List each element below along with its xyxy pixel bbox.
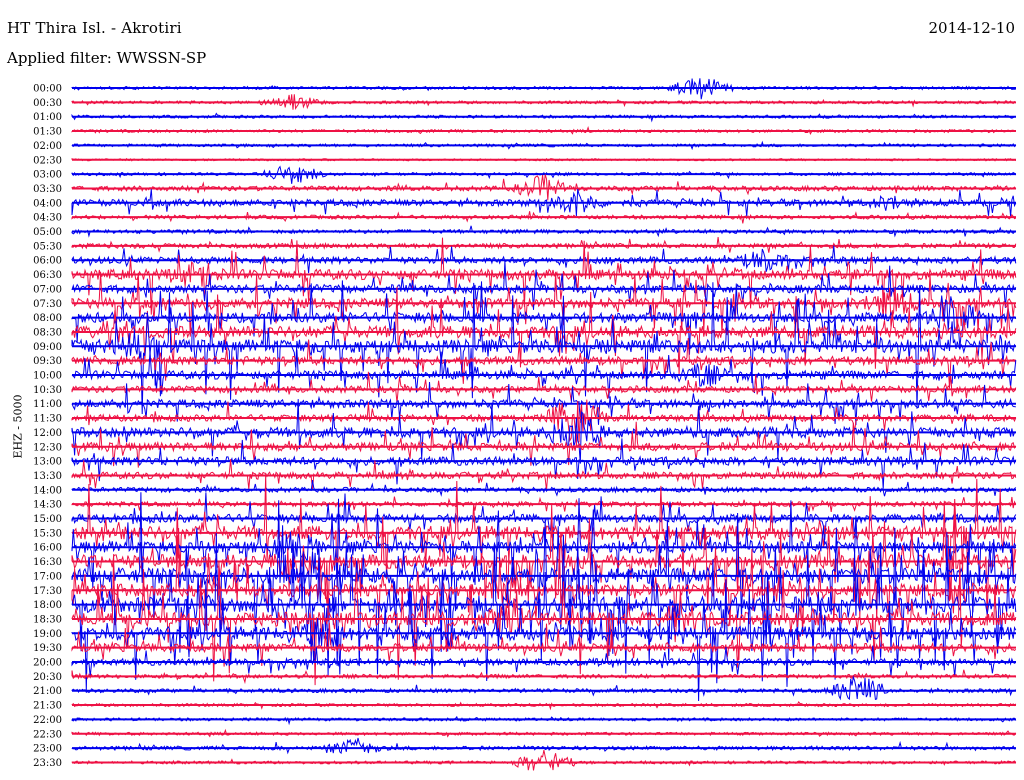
time-tick-label: 05:30 bbox=[33, 241, 62, 252]
time-tick-label: 18:30 bbox=[33, 614, 62, 625]
time-tick-label: 12:30 bbox=[33, 442, 62, 453]
time-tick-label: 13:30 bbox=[33, 471, 62, 482]
time-tick-label: 21:00 bbox=[33, 686, 62, 697]
time-tick-label: 15:00 bbox=[33, 514, 62, 525]
time-tick-label: 14:30 bbox=[33, 500, 62, 511]
time-tick-label: 11:30 bbox=[33, 414, 62, 425]
time-tick-label: 02:30 bbox=[33, 155, 62, 166]
time-tick-label: 00:00 bbox=[33, 84, 62, 95]
time-tick-label: 20:30 bbox=[33, 672, 62, 683]
seismic-trace bbox=[71, 496, 1017, 512]
station-title: HT Thira Isl. - Akrotiri bbox=[7, 19, 182, 37]
time-tick-label: 04:00 bbox=[33, 198, 62, 209]
time-tick-label: 07:00 bbox=[33, 284, 62, 295]
seismic-trace bbox=[71, 261, 1017, 310]
time-tick-label: 16:30 bbox=[33, 557, 62, 568]
seismic-trace bbox=[71, 527, 1017, 676]
time-tick-label: 23:00 bbox=[33, 744, 62, 755]
time-tick-label: 05:00 bbox=[33, 227, 62, 238]
seismic-trace bbox=[71, 737, 1016, 755]
time-tick-label: 08:00 bbox=[33, 313, 62, 324]
seismic-trace bbox=[71, 492, 1017, 652]
time-tick-label: 19:30 bbox=[33, 643, 62, 654]
time-tick-label: 01:00 bbox=[33, 112, 62, 123]
time-tick-label: 12:00 bbox=[33, 428, 62, 439]
time-tick-label: 22:00 bbox=[33, 715, 62, 726]
time-tick-label: 01:30 bbox=[33, 127, 62, 138]
time-tick-label: 06:30 bbox=[33, 270, 62, 281]
time-tick-label: 17:30 bbox=[33, 586, 62, 597]
time-tick-label: 03:00 bbox=[33, 170, 62, 181]
time-tick-label: 09:00 bbox=[33, 342, 62, 353]
time-tick-label: 13:00 bbox=[33, 457, 62, 468]
time-tick-label: 02:00 bbox=[33, 141, 62, 152]
seismic-trace bbox=[71, 349, 1017, 399]
seismic-trace bbox=[71, 480, 1017, 497]
time-tick-label: 16:00 bbox=[33, 543, 62, 554]
time-tick-label: 23:30 bbox=[33, 758, 62, 769]
time-tick-label: 09:30 bbox=[33, 356, 62, 367]
time-tick-label: 10:30 bbox=[33, 385, 62, 396]
seismic-trace bbox=[71, 554, 1017, 686]
time-tick-label: 15:30 bbox=[33, 528, 62, 539]
seismic-trace bbox=[71, 165, 1017, 184]
time-tick-label: 21:30 bbox=[33, 701, 62, 712]
time-tick-label: 10:00 bbox=[33, 371, 62, 382]
time-tick-label: 06:00 bbox=[33, 256, 62, 267]
time-tick-label: 17:00 bbox=[33, 571, 62, 582]
time-tick-label: 00:30 bbox=[33, 98, 62, 109]
time-tick-label: 14:00 bbox=[33, 485, 62, 496]
time-tick-label: 11:00 bbox=[33, 399, 62, 410]
seismic-trace bbox=[71, 371, 1017, 404]
time-tick-label: 03:30 bbox=[33, 184, 62, 195]
time-tick-label: 04:30 bbox=[33, 213, 62, 224]
seismic-trace bbox=[71, 282, 1017, 415]
seismic-trace bbox=[71, 750, 1017, 771]
filter-label: Applied filter: WWSSN-SP bbox=[7, 49, 207, 67]
seismic-trace bbox=[71, 399, 1016, 464]
time-tick-label: 20:00 bbox=[33, 658, 62, 669]
time-tick-label: 22:30 bbox=[33, 729, 62, 740]
time-tick-label: 08:30 bbox=[33, 327, 62, 338]
time-tick-label: 07:30 bbox=[33, 299, 62, 310]
time-tick-label: 19:00 bbox=[33, 629, 62, 640]
date-label: 2014-12-10 bbox=[928, 19, 1015, 37]
time-tick-label: 18:00 bbox=[33, 600, 62, 611]
